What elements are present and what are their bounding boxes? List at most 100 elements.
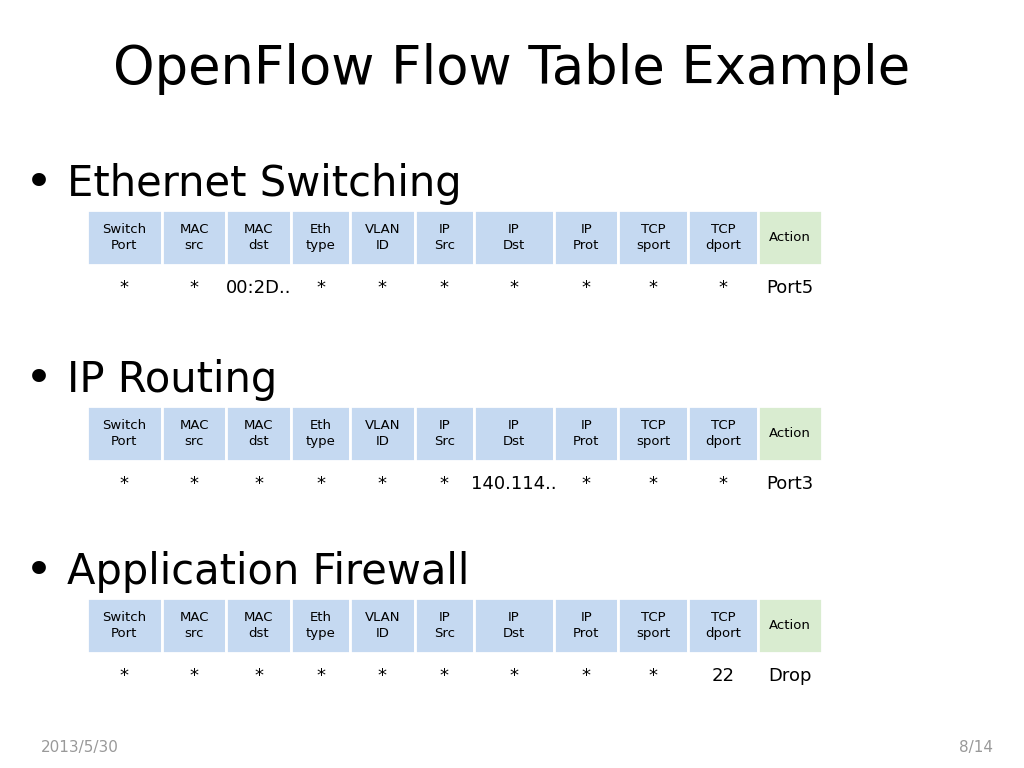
Text: *: * — [582, 280, 591, 297]
Text: IP
Prot: IP Prot — [573, 223, 599, 252]
Text: *: * — [189, 667, 199, 685]
FancyBboxPatch shape — [688, 210, 758, 265]
Text: Action: Action — [769, 619, 811, 631]
Text: •: • — [25, 550, 53, 594]
FancyBboxPatch shape — [758, 598, 822, 653]
Text: Port5: Port5 — [766, 280, 814, 297]
Text: MAC
dst: MAC dst — [244, 419, 273, 448]
FancyBboxPatch shape — [474, 210, 554, 265]
FancyBboxPatch shape — [162, 598, 226, 653]
Text: IP
Dst: IP Dst — [503, 419, 525, 448]
Text: *: * — [582, 667, 591, 685]
Text: *: * — [440, 667, 449, 685]
Text: IP
Src: IP Src — [434, 419, 455, 448]
Text: 2013/5/30: 2013/5/30 — [41, 740, 119, 755]
Text: 8/14: 8/14 — [959, 740, 993, 755]
FancyBboxPatch shape — [474, 598, 554, 653]
Text: *: * — [120, 280, 129, 297]
Text: Port3: Port3 — [766, 475, 814, 493]
Text: TCP
sport: TCP sport — [636, 419, 671, 448]
Text: *: * — [440, 475, 449, 493]
FancyBboxPatch shape — [291, 210, 350, 265]
FancyBboxPatch shape — [87, 210, 162, 265]
Text: Action: Action — [769, 427, 811, 439]
FancyBboxPatch shape — [87, 598, 162, 653]
Text: Action: Action — [769, 231, 811, 243]
Text: *: * — [378, 280, 387, 297]
Text: VLAN
ID: VLAN ID — [365, 223, 400, 252]
Text: *: * — [254, 667, 263, 685]
Text: Drop: Drop — [768, 667, 812, 685]
Text: IP
Prot: IP Prot — [573, 611, 599, 640]
Text: *: * — [378, 667, 387, 685]
Text: *: * — [649, 280, 657, 297]
FancyBboxPatch shape — [554, 406, 618, 461]
Text: MAC
src: MAC src — [179, 419, 209, 448]
FancyBboxPatch shape — [291, 598, 350, 653]
Text: *: * — [254, 475, 263, 493]
Text: TCP
dport: TCP dport — [705, 611, 741, 640]
Text: 00:2D..: 00:2D.. — [226, 280, 291, 297]
FancyBboxPatch shape — [554, 210, 618, 265]
FancyBboxPatch shape — [415, 210, 474, 265]
Text: TCP
dport: TCP dport — [705, 223, 741, 252]
Text: Eth
type: Eth type — [305, 419, 336, 448]
FancyBboxPatch shape — [618, 406, 688, 461]
FancyBboxPatch shape — [554, 598, 618, 653]
Text: Switch
Port: Switch Port — [102, 223, 146, 252]
Text: IP
Dst: IP Dst — [503, 223, 525, 252]
Text: 140.114..: 140.114.. — [471, 475, 557, 493]
FancyBboxPatch shape — [350, 598, 415, 653]
Text: *: * — [189, 280, 199, 297]
Text: Application Firewall: Application Firewall — [67, 551, 469, 593]
Text: Ethernet Switching: Ethernet Switching — [67, 164, 461, 205]
FancyBboxPatch shape — [226, 598, 291, 653]
FancyBboxPatch shape — [162, 406, 226, 461]
Text: •: • — [25, 162, 53, 207]
Text: *: * — [316, 280, 325, 297]
Text: *: * — [440, 280, 449, 297]
Text: MAC
src: MAC src — [179, 611, 209, 640]
Text: IP
Dst: IP Dst — [503, 611, 525, 640]
FancyBboxPatch shape — [618, 598, 688, 653]
Text: *: * — [649, 667, 657, 685]
FancyBboxPatch shape — [688, 406, 758, 461]
Text: Switch
Port: Switch Port — [102, 419, 146, 448]
FancyBboxPatch shape — [226, 210, 291, 265]
Text: •: • — [25, 358, 53, 402]
FancyBboxPatch shape — [758, 210, 822, 265]
Text: *: * — [649, 475, 657, 493]
FancyBboxPatch shape — [350, 406, 415, 461]
FancyBboxPatch shape — [415, 406, 474, 461]
Text: MAC
dst: MAC dst — [244, 611, 273, 640]
Text: Eth
type: Eth type — [305, 611, 336, 640]
Text: TCP
sport: TCP sport — [636, 611, 671, 640]
FancyBboxPatch shape — [618, 210, 688, 265]
FancyBboxPatch shape — [758, 406, 822, 461]
Text: Eth
type: Eth type — [305, 223, 336, 252]
Text: OpenFlow Flow Table Example: OpenFlow Flow Table Example — [114, 43, 910, 95]
FancyBboxPatch shape — [474, 406, 554, 461]
Text: *: * — [582, 475, 591, 493]
FancyBboxPatch shape — [162, 210, 226, 265]
Text: VLAN
ID: VLAN ID — [365, 611, 400, 640]
Text: TCP
dport: TCP dport — [705, 419, 741, 448]
Text: *: * — [316, 667, 325, 685]
Text: *: * — [378, 475, 387, 493]
Text: *: * — [316, 475, 325, 493]
Text: IP
Src: IP Src — [434, 611, 455, 640]
Text: *: * — [120, 475, 129, 493]
Text: IP
Src: IP Src — [434, 223, 455, 252]
FancyBboxPatch shape — [350, 210, 415, 265]
Text: TCP
sport: TCP sport — [636, 223, 671, 252]
Text: Switch
Port: Switch Port — [102, 611, 146, 640]
Text: MAC
src: MAC src — [179, 223, 209, 252]
Text: *: * — [719, 280, 727, 297]
Text: *: * — [719, 475, 727, 493]
Text: VLAN
ID: VLAN ID — [365, 419, 400, 448]
Text: *: * — [510, 667, 518, 685]
Text: IP
Prot: IP Prot — [573, 419, 599, 448]
Text: MAC
dst: MAC dst — [244, 223, 273, 252]
FancyBboxPatch shape — [87, 406, 162, 461]
Text: *: * — [189, 475, 199, 493]
